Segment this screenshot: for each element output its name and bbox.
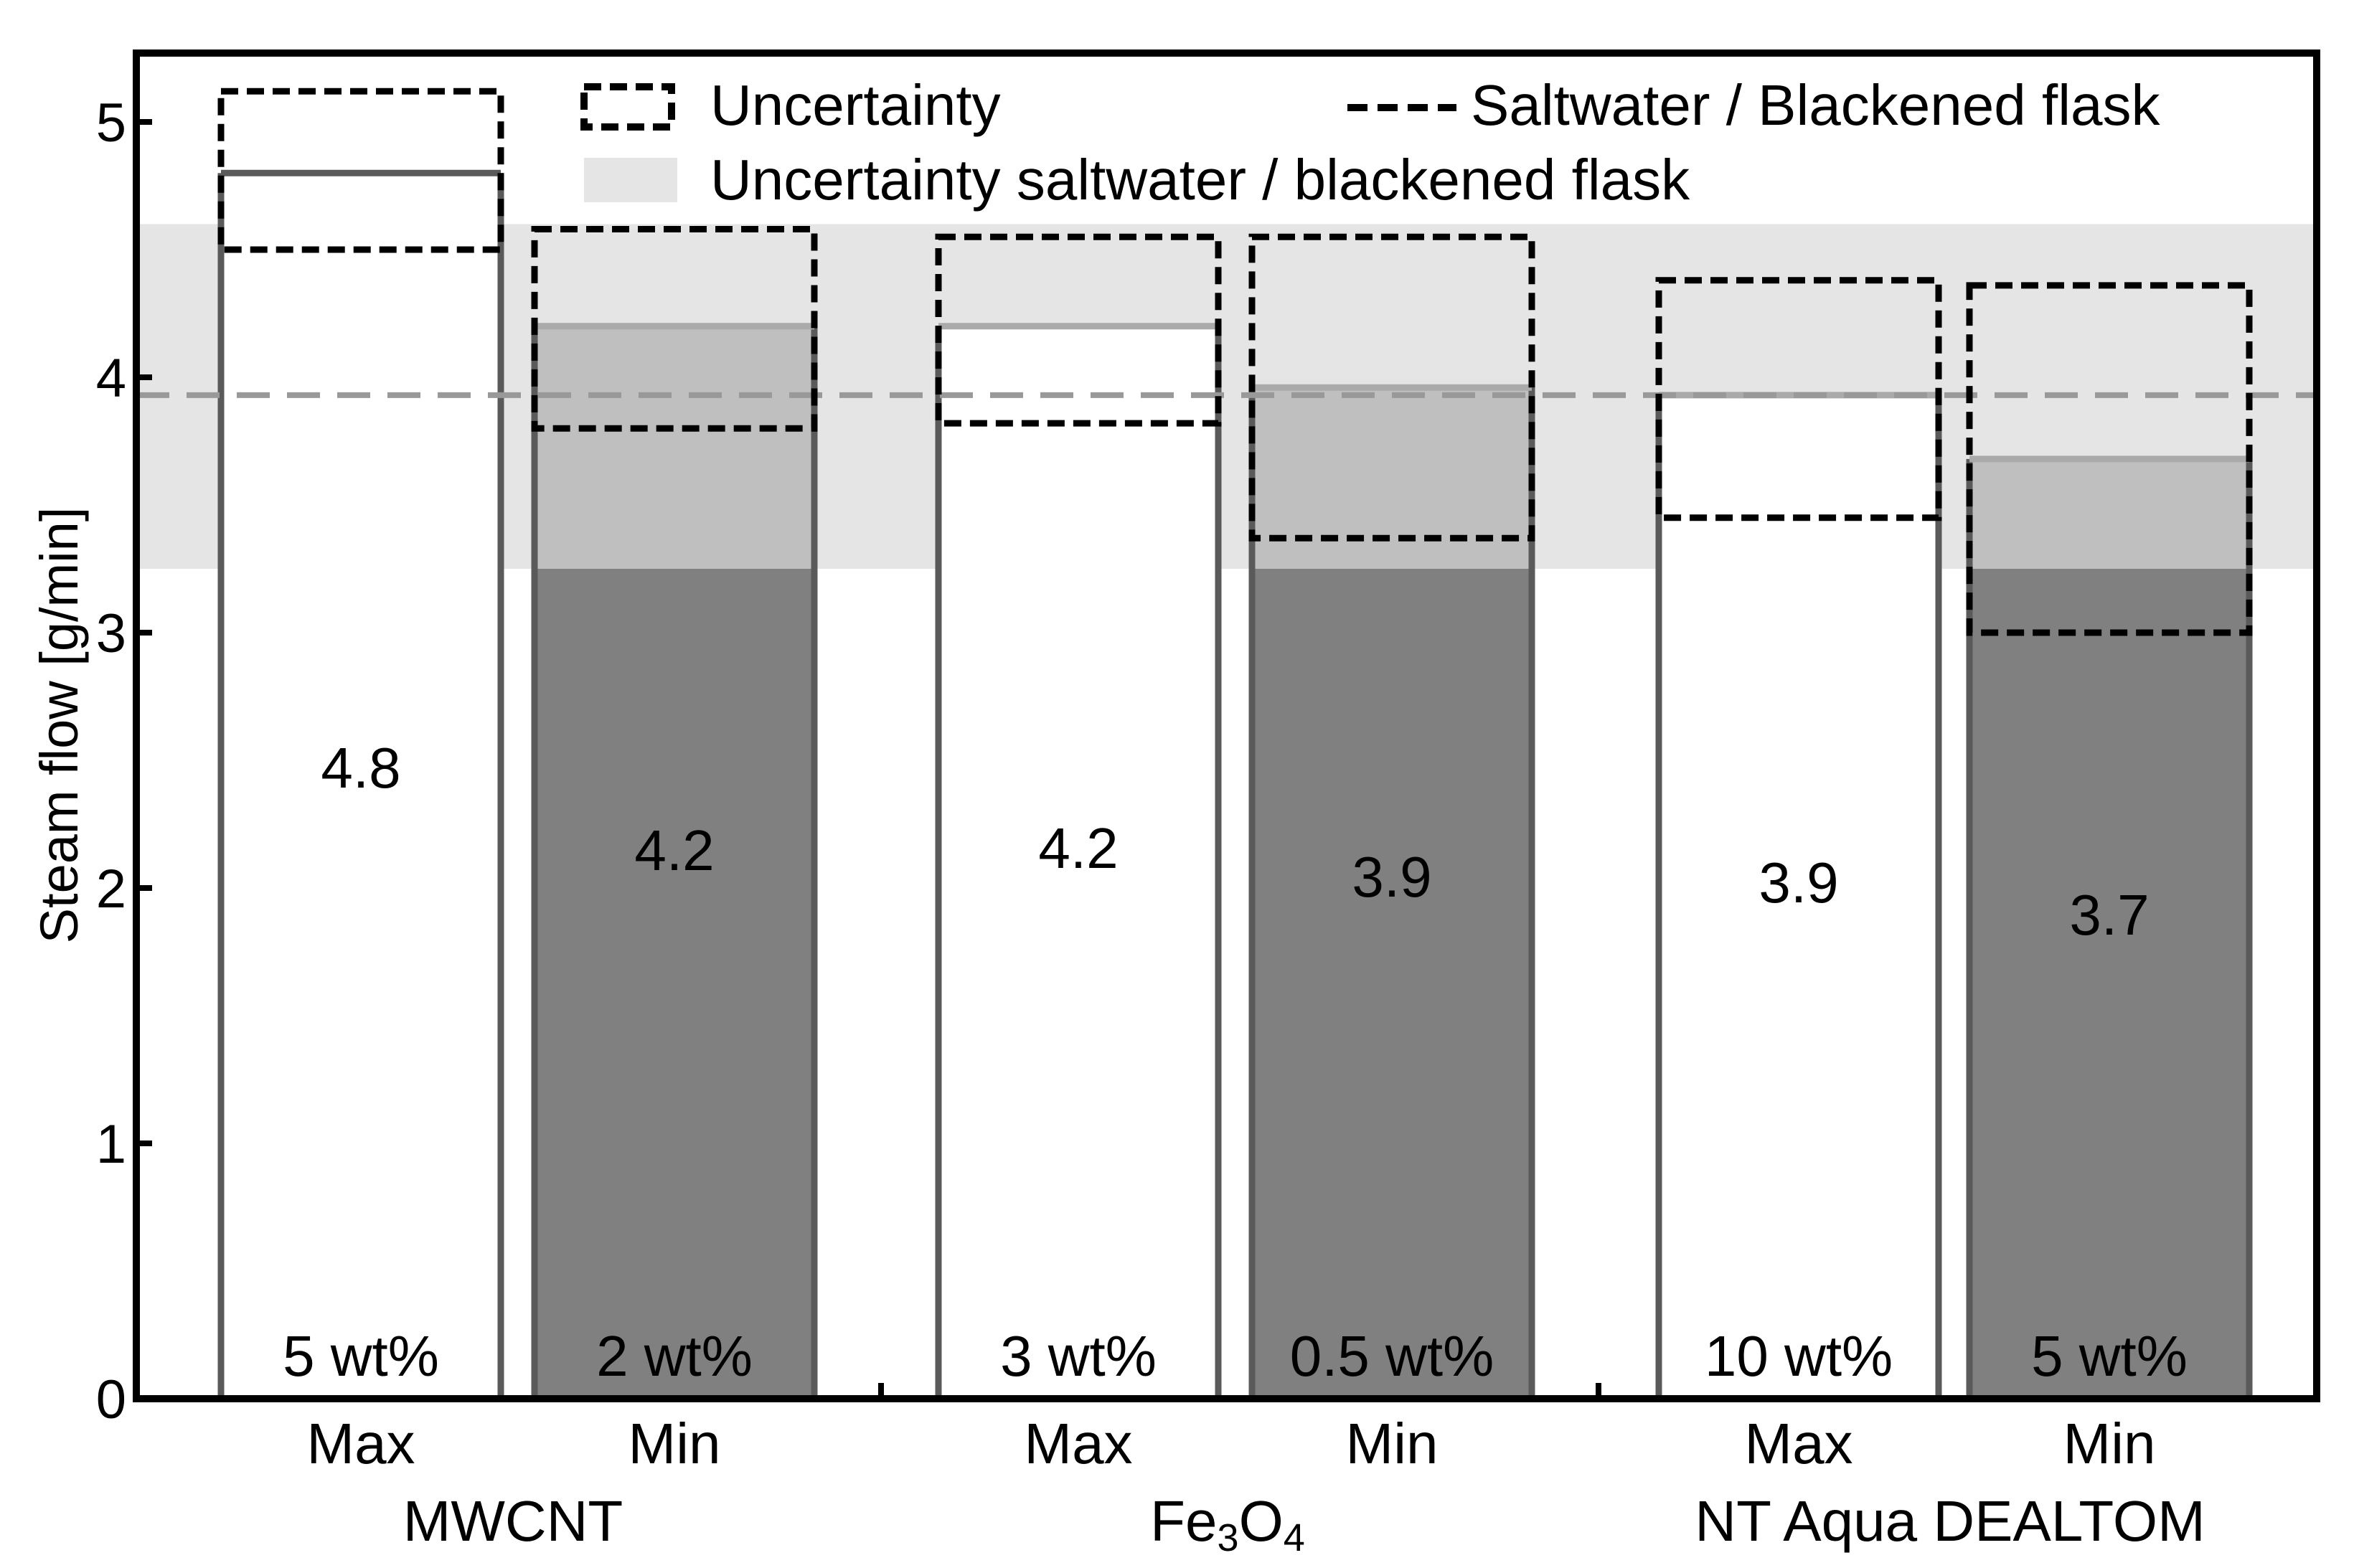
x-category-label-3: Min [1346, 1412, 1439, 1475]
bar-concentration-label-5: 5 wt% [2031, 1324, 2188, 1388]
bar-band-overlap-3 [1252, 387, 1532, 569]
bar-min-2 [1969, 458, 2249, 1399]
legend-band-swatch [584, 158, 677, 202]
bar-value-label-5: 3.7 [2069, 883, 2149, 947]
y-axis-title: Steam flow [g/min] [29, 507, 89, 944]
y-tick-label-0: 0 [96, 1369, 126, 1430]
uncertainty-box-0 [217, 88, 504, 253]
bar-band-overlap-2 [938, 326, 1218, 569]
legend-uncertainty-label: Uncertainty [710, 73, 1001, 137]
uncertainty-box-1 [531, 226, 818, 432]
uncertainty-box-2 [935, 233, 1222, 427]
uncertainty-box-5 [1966, 282, 2253, 636]
x-category-label-5: Min [2063, 1412, 2156, 1475]
fe3o4-sub-3: 3 [1218, 1516, 1239, 1559]
bar-max-0 [221, 173, 501, 1399]
fe3o4-part-o: O [1239, 1489, 1284, 1553]
bar-concentration-label-4: 10 wt% [1705, 1324, 1893, 1388]
bar-band-overlap-4 [1659, 395, 1939, 569]
bar-value-label-1: 4.2 [634, 818, 714, 882]
y-tick-label-3: 3 [96, 603, 126, 664]
bar-concentration-label-2: 3 wt% [1000, 1324, 1157, 1388]
group-label-nt-aqua-dealtom: NT Aqua DEALTOM [1695, 1489, 2205, 1553]
y-tick-label-2: 2 [96, 859, 126, 920]
bar-band-overlap-5 [1969, 458, 2249, 569]
bar-concentration-label-1: 2 wt% [596, 1324, 753, 1388]
y-axis: 0 1 2 3 4 5 [96, 93, 152, 1430]
legend-band-label: Uncertainty saltwater / blackened flask [710, 148, 1690, 212]
bar-band-overlap-1 [535, 326, 814, 569]
bar-concentration-label-3: 0.5 wt% [1290, 1324, 1494, 1388]
plot-frame [133, 49, 2320, 1402]
y-tick-label-4: 4 [96, 348, 126, 409]
bar-concentration-label-0: 5 wt% [283, 1324, 439, 1388]
group-label-mwcnt: MWCNT [403, 1489, 623, 1553]
y-tick-label-5: 5 [96, 93, 126, 154]
legend-reference-label: Saltwater / Blackened flask [1471, 73, 2160, 137]
group-label-fe3o4: Fe3O4 [1150, 1489, 1305, 1559]
bar-value-label-2: 4.2 [1038, 816, 1118, 880]
x-category-label-4: Max [1744, 1412, 1852, 1475]
x-category-label-0: Max [306, 1412, 415, 1475]
fe3o4-part-fe: Fe [1150, 1489, 1217, 1553]
x-category-label-2: Max [1024, 1412, 1132, 1475]
bar-max-1 [938, 326, 1218, 1399]
uncertainty-box-3 [1248, 233, 1535, 542]
fe3o4-sub-4: 4 [1284, 1516, 1305, 1559]
bar-max-2 [1659, 395, 1939, 1399]
bar-value-label-4: 3.9 [1759, 851, 1838, 915]
bar-value-label-3: 3.9 [1352, 845, 1431, 909]
y-tick-label-1: 1 [96, 1114, 126, 1175]
legend-uncertainty-swatch [580, 83, 675, 131]
uncertainty-box-4 [1655, 277, 1942, 521]
bar-value-label-0: 4.8 [321, 736, 400, 800]
x-category-label-1: Min [628, 1412, 721, 1475]
legend: Uncertainty Saltwater / Blackened flask … [580, 73, 2160, 212]
